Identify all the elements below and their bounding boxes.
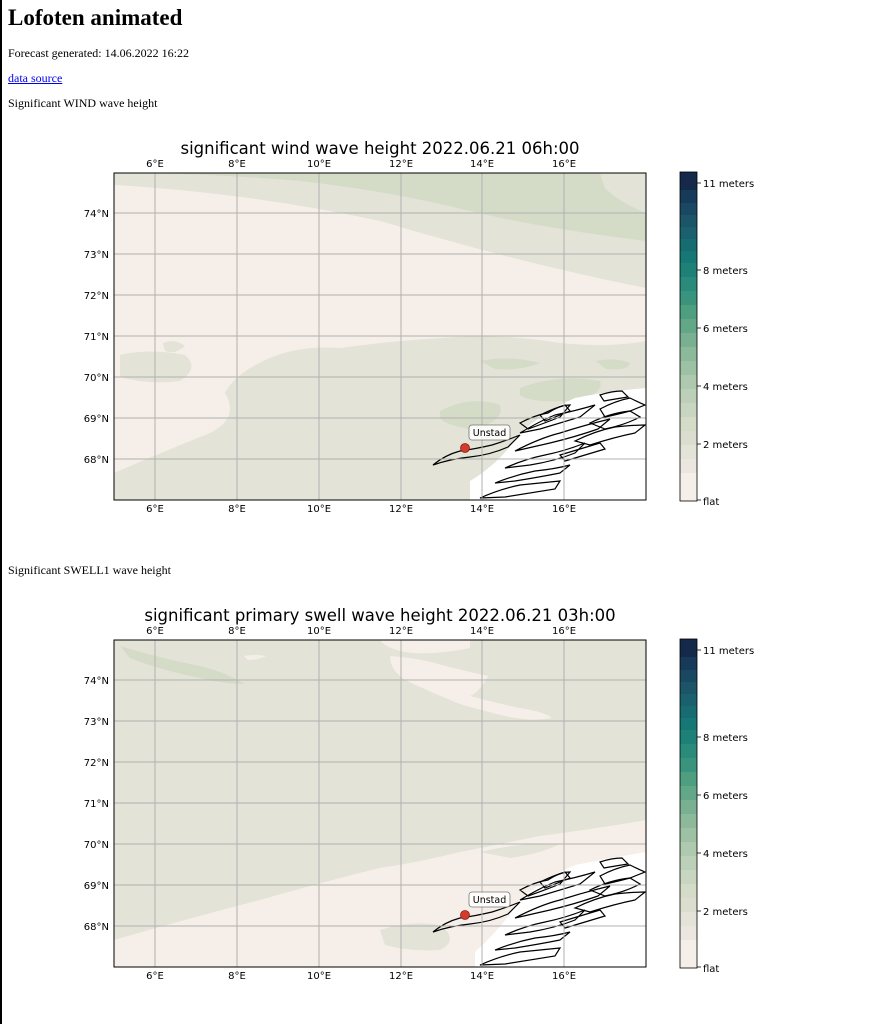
colorbar-label: 6 meters (703, 324, 748, 335)
y-tick: 68°N (84, 922, 109, 933)
section-heading-wind: Significant WIND wave height (8, 96, 158, 110)
wave-field (114, 173, 646, 500)
x-tick-top: 14°E (470, 159, 494, 170)
x-tick-bottom: 16°E (552, 504, 576, 513)
y-tick: 69°N (84, 881, 109, 892)
colorbar-label: 8 meters (703, 733, 748, 744)
x-tick-bottom: 8°E (228, 971, 246, 980)
x-tick-top: 8°E (228, 159, 246, 170)
x-tick-top: 16°E (552, 626, 576, 637)
chart-title: significant wind wave height 2022.06.21 … (180, 139, 579, 158)
x-tick-bottom: 6°E (146, 971, 164, 980)
x-tick-top: 16°E (552, 159, 576, 170)
x-tick-top: 10°E (307, 626, 331, 637)
y-tick: 72°N (84, 758, 109, 769)
y-tick: 71°N (84, 799, 109, 810)
x-tick-bottom: 6°E (146, 504, 164, 513)
x-tick-top: 14°E (470, 626, 494, 637)
colorbar-label: 11 meters (703, 646, 754, 657)
x-tick-bottom: 12°E (389, 504, 413, 513)
colorbar-label: 11 meters (703, 179, 754, 190)
chart-title: significant primary swell wave height 20… (144, 606, 615, 625)
map-frame (113, 639, 647, 968)
page-title: Lofoten animated (8, 5, 183, 30)
x-tick-bottom: 10°E (307, 971, 331, 980)
x-tick-top: 6°E (146, 626, 164, 637)
colorbar-label: 4 meters (703, 382, 748, 393)
map-frame (113, 172, 647, 501)
colorbar: 11 meters 8 meters 6 meters 4 meters 2 m… (679, 171, 754, 508)
y-tick: 70°N (84, 373, 109, 384)
colorbar-label: flat (703, 497, 719, 508)
x-tick-bottom: 16°E (552, 971, 576, 980)
colorbar: 11 meters 8 meters 6 meters 4 meters 2 m… (679, 638, 754, 975)
x-tick-bottom: 10°E (307, 504, 331, 513)
forecast-generated: Forecast generated: 14.06.2022 16:22 (8, 46, 189, 60)
x-tick-bottom: 12°E (389, 971, 413, 980)
colorbar-label: 2 meters (703, 440, 748, 451)
y-tick: 74°N (84, 209, 109, 220)
swell-wave-figure: significant primary swell wave height 20… (0, 600, 887, 980)
marker-label: Unstad (473, 895, 507, 906)
colorbar-label: flat (703, 964, 719, 975)
wind-wave-figure: significant wind wave height 2022.06.21 … (0, 133, 887, 513)
colorbar-label: 2 meters (703, 907, 748, 918)
wave-field (114, 640, 646, 967)
x-tick-top: 10°E (307, 159, 331, 170)
section-heading-swell: Significant SWELL1 wave height (8, 563, 171, 577)
y-tick: 70°N (84, 840, 109, 851)
location-marker (460, 443, 470, 453)
x-tick-top: 6°E (146, 159, 164, 170)
x-tick-top: 12°E (389, 159, 413, 170)
x-tick-bottom: 14°E (470, 504, 494, 513)
y-tick: 73°N (84, 717, 109, 728)
left-border (0, 0, 2, 1024)
x-tick-top: 8°E (228, 626, 246, 637)
y-tick: 73°N (84, 250, 109, 261)
x-tick-top: 12°E (389, 626, 413, 637)
colorbar-label: 6 meters (703, 791, 748, 802)
y-tick: 69°N (84, 414, 109, 425)
y-tick: 74°N (84, 676, 109, 687)
marker-label: Unstad (473, 428, 507, 439)
y-tick: 72°N (84, 291, 109, 302)
x-tick-bottom: 14°E (470, 971, 494, 980)
y-tick: 68°N (84, 455, 109, 466)
y-tick: 71°N (84, 332, 109, 343)
colorbar-label: 4 meters (703, 849, 748, 860)
x-tick-bottom: 8°E (228, 504, 246, 513)
location-marker (460, 910, 470, 920)
data-source-link[interactable]: data source (8, 71, 63, 85)
colorbar-label: 8 meters (703, 266, 748, 277)
